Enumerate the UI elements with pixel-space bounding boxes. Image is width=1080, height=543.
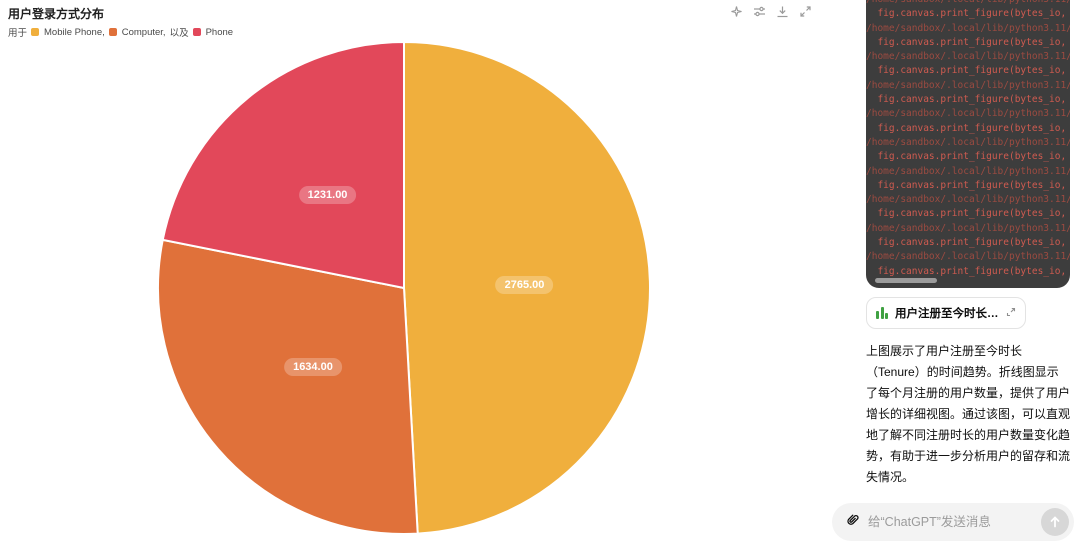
horizontal-scrollbar[interactable] [875,278,937,283]
messages-area: /home/sandbox/.local/lib/python3.11/s fi… [826,0,1080,495]
legend-text: 以及 [169,28,189,39]
bar-chart-icon [876,307,888,319]
code-line: fig.canvas.print_figure(bytes_io, * [866,122,1070,134]
legend-text: Mobile Phone, [44,26,105,38]
pie-value-label-computer: 1634.00 [284,358,342,376]
code-line: /home/sandbox/.local/lib/python3.11/s [866,79,1070,91]
code-line: fig.canvas.print_figure(bytes_io, * [866,94,1070,106]
download-icon[interactable] [776,5,789,18]
chart-toolbar [730,5,812,18]
legend-text: Phone [205,26,234,38]
code-line: /home/sandbox/.local/lib/python3.11/s [866,251,1070,263]
paperclip-icon[interactable] [844,512,860,533]
pie-value-label-mobile-phone: 2765.00 [495,275,554,294]
chart-title: 用户登录方式分布 [8,7,105,21]
legend-text: Computer, [121,26,166,38]
pie-slice-computer[interactable] [157,238,419,535]
code-line: /home/sandbox/.local/lib/python3.11/s [866,222,1070,234]
code-line: fig.canvas.print_figure(bytes_io, * [866,208,1070,220]
chart-attachment-chip[interactable]: 用户注册至今时长… [866,297,1026,329]
static-chart-icon[interactable] [730,5,743,18]
code-line: fig.canvas.print_figure(bytes_io, * [866,65,1070,77]
code-line: fig.canvas.print_figure(bytes_io, * [866,8,1070,20]
code-line: /home/sandbox/.local/lib/python3.11/s [866,0,1070,7]
code-line: /home/sandbox/.local/lib/python3.11/s [866,194,1070,206]
code-line: fig.canvas.print_figure(bytes_io, * [866,179,1070,191]
code-line: /home/sandbox/.local/lib/python3.11/s [866,108,1070,120]
expand-chip-icon[interactable] [1006,304,1016,322]
chip-label: 用户注册至今时长… [895,308,999,320]
chart-canvas-panel: 2765.00 1634.00 1231.00 用户登录方式分布 用于 Mobile … [8,5,812,535]
code-line: /home/sandbox/.local/lib/python3.11/s [866,22,1070,34]
code-line: fig.canvas.print_figure(bytes_io, * [866,151,1070,163]
code-line: fig.canvas.print_figure(bytes_io, * [866,237,1070,249]
legend-swatch-computer [108,28,117,36]
chat-panel: /home/sandbox/.local/lib/python3.11/s fi… [826,0,1080,543]
code-line: /home/sandbox/.local/lib/python3.11/s [866,136,1070,148]
pie-slice-mobile-phone[interactable] [403,40,651,535]
legend-swatch-mobile-phone [31,28,40,36]
code-output-lines: /home/sandbox/.local/lib/python3.11/s fi… [866,0,1070,279]
pie-slice-phone[interactable] [161,40,405,290]
chart-legend: 用于 Mobile Phone, Computer, 以及 Phone [8,25,234,40]
pie-value-label-phone: 1231.00 [298,185,357,204]
pie-chart [157,40,651,535]
assistant-paragraph-1: 上图展示了用户注册至今时长（Tenure）的时间趋势。折线图显示了每个月注册的用… [866,344,1071,484]
legend-text: 用于 [8,28,28,39]
expand-icon[interactable] [799,5,812,18]
code-line: fig.canvas.print_figure(bytes_io, * [866,265,1070,277]
code-output-panel: /home/sandbox/.local/lib/python3.11/s fi… [866,0,1070,288]
code-line: /home/sandbox/.local/lib/python3.11/s [866,165,1070,177]
legend-swatch-phone [192,28,201,36]
code-line: fig.canvas.print_figure(bytes_io, * [866,36,1070,48]
code-line: /home/sandbox/.local/lib/python3.11/s [866,51,1070,63]
message-input[interactable] [868,515,1041,529]
customize-chart-icon[interactable] [753,5,766,18]
composer-bar [832,503,1074,541]
send-button[interactable] [1041,508,1069,536]
